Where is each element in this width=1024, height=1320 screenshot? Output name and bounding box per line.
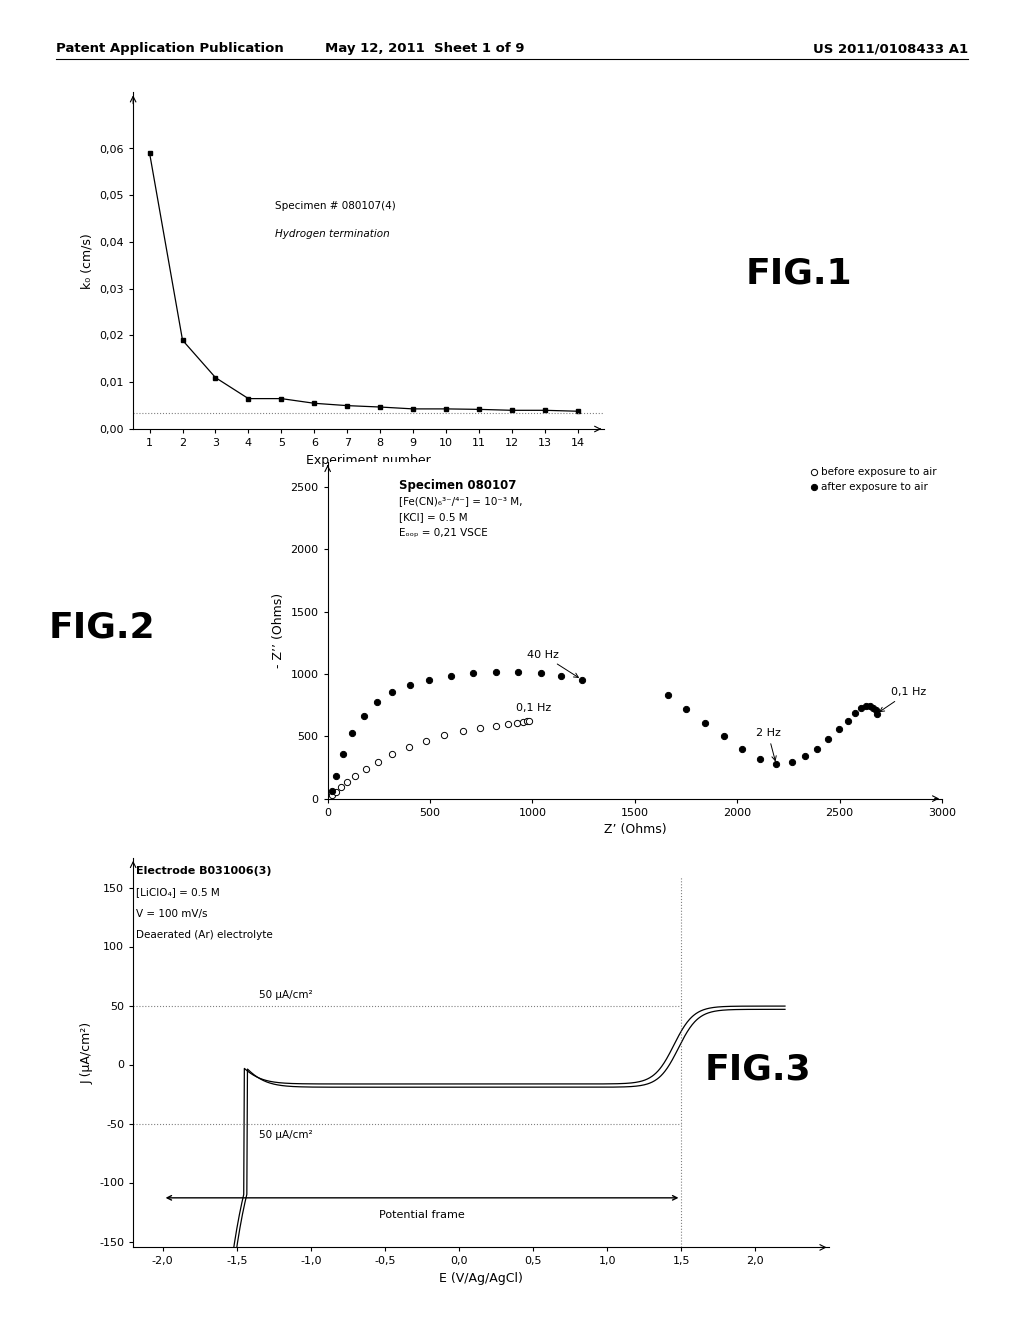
Legend: before exposure to air, after exposure to air: before exposure to air, after exposure t… — [812, 467, 937, 492]
X-axis label: E (V/Ag/AgCl): E (V/Ag/AgCl) — [439, 1272, 523, 1284]
Text: FIG.3: FIG.3 — [705, 1052, 811, 1086]
Text: Specimen 080107: Specimen 080107 — [399, 479, 517, 492]
Text: FIG.2: FIG.2 — [49, 610, 156, 644]
X-axis label: Z’ (Ohms): Z’ (Ohms) — [603, 824, 667, 836]
Text: Eₒₒₚ = 0,21 VSCE: Eₒₒₚ = 0,21 VSCE — [399, 528, 488, 539]
Text: 2 Hz: 2 Hz — [756, 729, 780, 760]
Text: 50 μA/cm²: 50 μA/cm² — [259, 1130, 312, 1139]
Y-axis label: - Z’’ (Ohms): - Z’’ (Ohms) — [272, 593, 285, 668]
Text: Specimen # 080107(4): Specimen # 080107(4) — [274, 201, 395, 211]
Text: V = 100 mV/s: V = 100 mV/s — [136, 908, 208, 919]
Text: Potential frame: Potential frame — [379, 1209, 465, 1220]
Text: 0,1 Hz: 0,1 Hz — [516, 704, 551, 713]
Text: Hydrogen termination: Hydrogen termination — [274, 230, 389, 239]
X-axis label: Experiment number: Experiment number — [306, 454, 431, 466]
Text: May 12, 2011  Sheet 1 of 9: May 12, 2011 Sheet 1 of 9 — [326, 42, 524, 55]
Text: [LiClO₄] = 0.5 M: [LiClO₄] = 0.5 M — [136, 887, 220, 898]
Text: Electrode B031006(3): Electrode B031006(3) — [136, 866, 271, 876]
Text: FIG.1: FIG.1 — [745, 256, 852, 290]
Text: 40 Hz: 40 Hz — [526, 649, 579, 677]
Text: 0,1 Hz: 0,1 Hz — [880, 688, 926, 711]
Text: [KCl] = 0.5 M: [KCl] = 0.5 M — [399, 512, 468, 521]
Text: 50 μA/cm²: 50 μA/cm² — [259, 990, 312, 1001]
Y-axis label: J (μA/cm²): J (μA/cm²) — [81, 1022, 93, 1084]
Text: [Fe(CN)₆³⁻/⁴⁻] = 10⁻³ M,: [Fe(CN)₆³⁻/⁴⁻] = 10⁻³ M, — [399, 496, 523, 506]
Text: Patent Application Publication: Patent Application Publication — [56, 42, 284, 55]
Y-axis label: k₀ (cm/s): k₀ (cm/s) — [81, 232, 94, 289]
Text: Deaerated (Ar) electrolyte: Deaerated (Ar) electrolyte — [136, 931, 272, 940]
Text: US 2011/0108433 A1: US 2011/0108433 A1 — [813, 42, 968, 55]
